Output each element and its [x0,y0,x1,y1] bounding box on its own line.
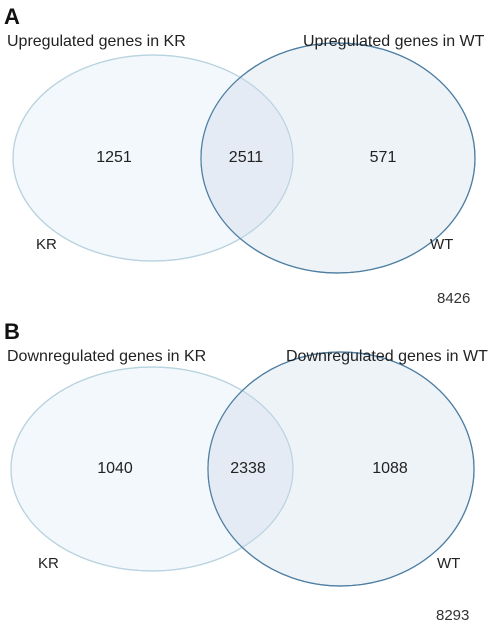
wt-only-count: 1088 [372,460,408,477]
kr-only-count: 1040 [97,460,133,477]
wt-set-label: WT [437,555,461,572]
wt-set-title: Downregulated genes in WT [286,348,488,365]
total-count: 8293 [436,607,470,624]
venn-panel-a: A Upregulated genes in KR Upregulated ge… [4,4,485,307]
wt-set-label: WT [430,236,454,253]
kr-only-count: 1251 [96,149,132,166]
overlap-count: 2338 [230,460,266,477]
venn-diagram-b [10,351,475,587]
panel-letter: A [4,4,20,29]
overlap-region [201,55,293,261]
kr-set-label: KR [38,555,59,572]
venn-diagram-a [12,42,476,274]
wt-only-count: 571 [369,149,397,166]
venn-panel-b: B Downregulated genes in KR Downregulate… [0,315,498,629]
kr-set-title: Upregulated genes in KR [7,33,186,50]
kr-set-title: Downregulated genes in KR [7,348,207,365]
wt-set-title: Upregulated genes in WT [303,33,485,50]
kr-set-label: KR [36,236,57,253]
total-count: 8426 [437,290,471,307]
overlap-region [208,367,293,571]
panel-letter: B [4,319,20,344]
overlap-count: 2511 [228,149,264,166]
